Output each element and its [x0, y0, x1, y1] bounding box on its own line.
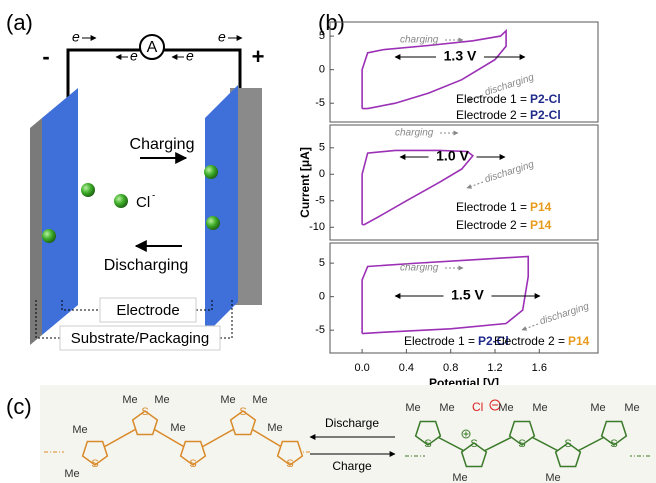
y-tick-label: 0: [319, 291, 325, 303]
charging-label: Charging: [130, 136, 195, 153]
y-tick-label: -5: [315, 324, 325, 336]
y-tick-label: -10: [309, 221, 325, 233]
electrode: [42, 88, 78, 335]
discharging-label: Discharging: [104, 257, 188, 274]
sulfur-label: S: [610, 438, 617, 450]
y-tick-label: 0: [319, 64, 325, 76]
panel-label: (c): [6, 394, 32, 419]
methyl-label: Me: [154, 394, 169, 406]
sulfur-label: S: [239, 406, 246, 418]
voltage-label: 1.5 V: [451, 287, 484, 303]
figure: (a) A - + e e e e Charging Cl - Discharg…: [0, 0, 656, 483]
sulfur-label: S: [141, 406, 148, 418]
y-tick-label: 5: [319, 30, 325, 42]
methyl-label: Me: [170, 422, 185, 434]
x-tick-label: 0.8: [443, 362, 458, 374]
x-tick-label: 1.2: [487, 362, 502, 374]
methyl-label: Me: [545, 472, 560, 483]
y-tick-label: 5: [319, 142, 325, 154]
electrode-label: Electrode 2 =: [494, 334, 565, 348]
ion: [42, 229, 56, 243]
charging-label: charging: [400, 35, 439, 46]
y-tick-label: 0: [319, 168, 325, 180]
sulfur-label: S: [470, 438, 477, 450]
sulfur-label: S: [91, 458, 98, 470]
material-label: P14: [530, 218, 552, 232]
ion: [206, 216, 220, 230]
substrate-label: Substrate/Packaging: [71, 330, 209, 347]
x-tick-label: 0.0: [354, 362, 369, 374]
methyl-label: Me: [590, 402, 605, 414]
methyl-label: Me: [64, 468, 79, 480]
methyl-label: Me: [498, 402, 513, 414]
discharging-label: discharging: [538, 301, 590, 327]
panel-c: (c) Discharge Charge Cl S S S S S Me Me Me Me Me M…: [6, 385, 656, 483]
ion-charge: -: [152, 191, 155, 202]
electrode-label: Electrode 1 =: [456, 200, 527, 214]
electron: e: [130, 48, 138, 64]
discharging-label: discharging: [483, 159, 535, 185]
panel-a: (a) A - + e e e e Charging Cl - Discharg…: [6, 10, 264, 350]
methyl-label: Me: [267, 422, 282, 434]
sulfur-label: S: [518, 438, 525, 450]
voltage-label: 1.0 V: [436, 148, 469, 164]
material-label: P2-Cl: [530, 92, 561, 106]
sulfur-label: S: [424, 438, 431, 450]
x-tick-label: 0.4: [399, 362, 414, 374]
electrode-label: Electrode 2 =: [456, 108, 527, 122]
sulfur-label: S: [564, 438, 571, 450]
electron: e: [186, 48, 194, 64]
ion: [204, 165, 218, 179]
charging-label: charging: [400, 263, 439, 274]
panel-label: (a): [6, 10, 33, 35]
sulfur-label: S: [286, 458, 293, 470]
y-axis-label: Current [μA]: [298, 147, 312, 218]
methyl-label: Me: [439, 402, 454, 414]
ammeter-label: A: [147, 39, 158, 56]
electrode-label: Electrode 2 =: [456, 218, 527, 232]
y-tick-label: -5: [315, 195, 325, 207]
sulfur-label: S: [189, 458, 196, 470]
electrode-label: Electrode: [116, 302, 179, 319]
electron: e: [72, 29, 80, 45]
electrode-label: Electrode 1 =: [456, 92, 527, 106]
voltage-label: 1.3 V: [444, 48, 477, 64]
substrate: [30, 118, 42, 345]
methyl-label: Me: [220, 394, 235, 406]
x-tick-label: 1.6: [532, 362, 547, 374]
methyl-label: Me: [405, 402, 420, 414]
counter-ion: Cl: [472, 400, 483, 414]
discharge-label: Discharge: [325, 416, 379, 430]
charge-label: Charge: [332, 459, 372, 473]
methyl-label: Me: [452, 472, 467, 483]
discharging-arrow: [467, 182, 483, 188]
electron: e: [218, 29, 226, 45]
ion-label: Cl: [136, 194, 150, 211]
methyl-label: Me: [624, 402, 639, 414]
charging-label: charging: [395, 128, 434, 139]
discharging-arrow: [522, 324, 538, 330]
material-label: P2-Cl: [530, 108, 561, 122]
methyl-label: Me: [72, 424, 87, 436]
electrode: [205, 85, 238, 335]
plus-sign: +: [252, 44, 265, 69]
y-tick-label: 5: [319, 257, 325, 269]
methyl-label: Me: [122, 394, 137, 406]
material-label: P14: [568, 334, 590, 348]
electrode-label: Electrode 1 =: [404, 334, 475, 348]
y-tick-label: -5: [315, 97, 325, 109]
ion: [114, 194, 128, 208]
ion: [81, 183, 95, 197]
plot-frame: [330, 22, 598, 122]
material-label: P14: [530, 200, 552, 214]
methyl-label: Me: [252, 394, 267, 406]
minus-sign: -: [42, 44, 49, 69]
methyl-label: Me: [532, 402, 547, 414]
